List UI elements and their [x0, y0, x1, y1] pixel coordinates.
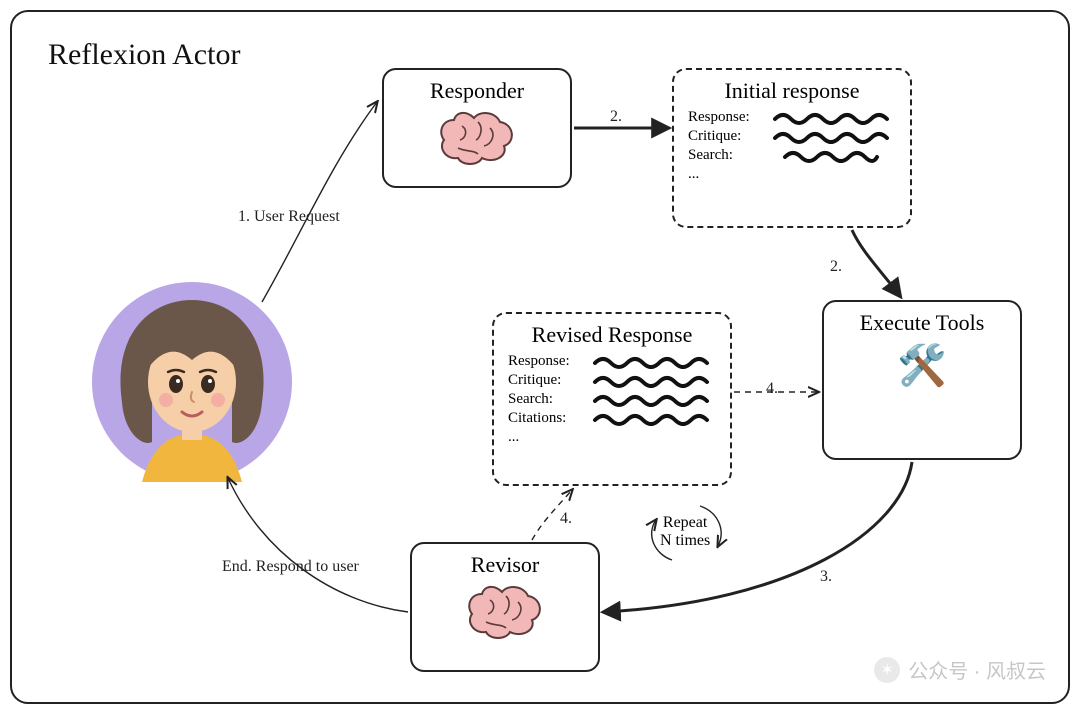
repeat-label: Repeat N times: [660, 514, 710, 549]
edge-label-end: End. Respond to user: [222, 558, 359, 576]
node-revisor: Revisor: [410, 542, 600, 672]
squiggle-icon: [590, 412, 716, 426]
field-row: ...: [674, 165, 910, 184]
field-row: Search:: [674, 146, 910, 165]
field-row: Search:: [494, 390, 730, 409]
field-label: Search:: [508, 391, 580, 408]
edge-label-1: 1. User Request: [238, 208, 340, 226]
revisor-title: Revisor: [412, 552, 598, 578]
revised-response-title: Revised Response: [494, 322, 730, 348]
field-row: Citations:: [494, 409, 730, 428]
field-label: Search:: [688, 147, 760, 164]
node-revised-response: Revised Response Response: Critique: Sea…: [492, 312, 732, 486]
execute-tools-title: Execute Tools: [824, 310, 1020, 336]
watermark-text: 公众号 · 风叔云: [908, 655, 1046, 684]
squiggle-icon: [590, 393, 716, 407]
field-label: Response:: [688, 109, 760, 126]
diagram-frame: Reflexion Actor Responder: [10, 10, 1070, 704]
edge-label-4b: 4.: [766, 380, 778, 398]
field-row: ...: [494, 428, 730, 447]
repeat-line2: N times: [660, 532, 710, 549]
responder-title: Responder: [384, 78, 570, 104]
edge-label-4a: 4.: [560, 510, 572, 528]
squiggle-icon: [590, 374, 716, 388]
edge-label-2b: 2.: [830, 258, 842, 276]
field-label: ...: [508, 429, 580, 446]
edge-label-3: 3.: [820, 568, 832, 586]
wechat-icon: ✶: [874, 657, 900, 683]
watermark: ✶ 公众号 · 风叔云: [874, 655, 1046, 684]
field-label: Response:: [508, 353, 580, 370]
field-row: Response:: [494, 352, 730, 371]
field-row: Critique:: [494, 371, 730, 390]
squiggle-icon: [770, 149, 896, 163]
repeat-line1: Repeat: [663, 514, 707, 531]
field-label: Citations:: [508, 410, 580, 427]
field-row: Critique:: [674, 127, 910, 146]
squiggle-icon: [770, 111, 896, 125]
node-initial-response: Initial response Response: Critique: Sea…: [672, 68, 912, 228]
node-execute-tools: Execute Tools 🛠️: [822, 300, 1022, 460]
tools-icon: 🛠️: [824, 340, 1020, 386]
brain-icon: [434, 108, 520, 168]
diagram-title: Reflexion Actor: [48, 38, 240, 72]
user-avatar: [82, 272, 302, 492]
node-responder: Responder: [382, 68, 572, 188]
squiggle-icon: [590, 355, 716, 369]
edge-label-2a: 2.: [610, 108, 622, 126]
initial-response-title: Initial response: [674, 78, 910, 104]
brain-icon: [462, 582, 548, 642]
field-label: Critique:: [688, 128, 760, 145]
field-row: Response:: [674, 108, 910, 127]
field-label: Critique:: [508, 372, 580, 389]
field-label: ...: [688, 166, 760, 183]
squiggle-icon: [770, 130, 896, 144]
